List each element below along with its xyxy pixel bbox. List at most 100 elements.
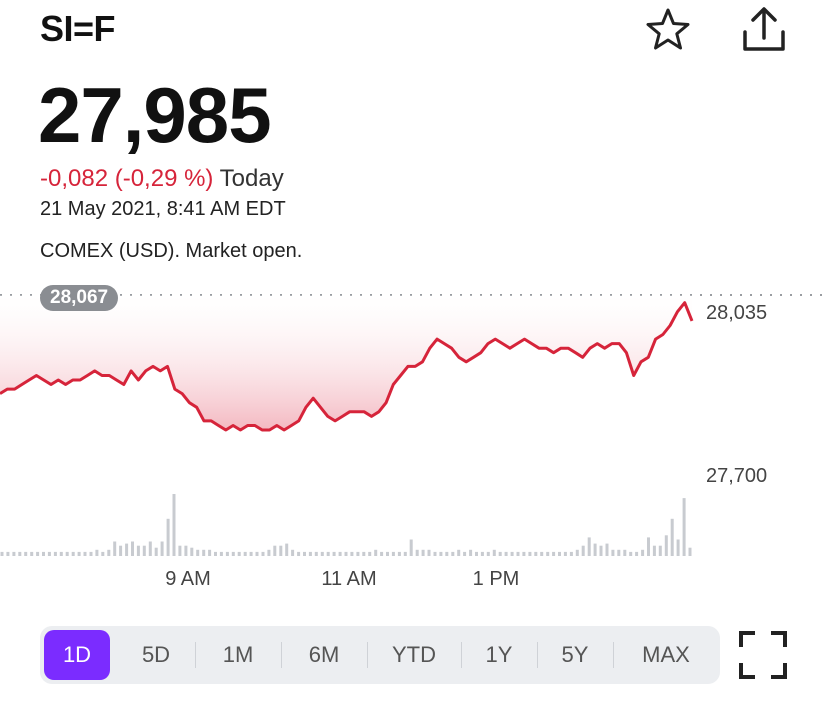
volume-bar bbox=[279, 545, 283, 556]
volume-bar bbox=[647, 537, 650, 556]
volume-bar bbox=[670, 518, 674, 556]
volume-bar bbox=[469, 549, 473, 556]
volume-bar bbox=[89, 551, 93, 556]
range-6m-button[interactable]: 6M bbox=[308, 642, 340, 667]
x-tick-label: 11 AM bbox=[321, 568, 377, 590]
volume-bar bbox=[131, 541, 134, 556]
range-1d-button[interactable]: 1D bbox=[44, 630, 110, 680]
volume-bar bbox=[427, 549, 431, 556]
share-icon[interactable] bbox=[738, 4, 790, 56]
volume-bar bbox=[611, 549, 615, 556]
range-1y-button[interactable]: 1Y bbox=[485, 642, 513, 667]
volume-bar bbox=[261, 551, 265, 556]
volume-bar bbox=[534, 551, 538, 556]
volume-bar bbox=[664, 535, 668, 556]
volume-bar bbox=[552, 551, 556, 556]
volume-bar bbox=[291, 549, 295, 556]
volume-bar bbox=[18, 551, 22, 556]
previous-close-badge: 28,067 bbox=[40, 285, 119, 311]
range-5y-button[interactable]: 5Y bbox=[561, 642, 589, 667]
x-tick-label: 1 PM bbox=[472, 568, 520, 590]
time-range-selector: 1D 5D 1M 6M YTD 1Y 5Y MAX bbox=[40, 626, 720, 684]
volume-bar bbox=[391, 551, 395, 556]
volume-bar bbox=[486, 551, 490, 556]
volume-bar bbox=[356, 551, 360, 556]
volume-bar bbox=[154, 547, 158, 556]
volume-bar bbox=[522, 551, 526, 556]
volume-bar bbox=[208, 549, 212, 556]
volume-bar bbox=[641, 549, 645, 556]
volume-bar bbox=[540, 551, 544, 556]
change-line: -0,082 (-0,29 %) Today bbox=[40, 165, 284, 193]
range-divider bbox=[281, 642, 282, 668]
volume-bar bbox=[71, 551, 75, 556]
volume-bar bbox=[47, 551, 51, 556]
volume-bar bbox=[380, 551, 384, 556]
volume-bar bbox=[119, 545, 123, 556]
volume-bar bbox=[249, 551, 253, 556]
volume-bar bbox=[480, 551, 484, 556]
volume-bar bbox=[635, 551, 639, 556]
volume-bar bbox=[285, 543, 289, 556]
volume-bar bbox=[623, 549, 627, 556]
volume-bar bbox=[492, 549, 496, 556]
volume-bar bbox=[308, 551, 312, 556]
volume-bar bbox=[178, 545, 182, 556]
volume-bar bbox=[166, 518, 170, 556]
range-divider bbox=[461, 642, 462, 668]
volume-bar bbox=[439, 551, 443, 556]
volume-bar bbox=[190, 547, 194, 556]
range-1m-button[interactable]: 1M bbox=[222, 642, 254, 667]
volume-bar bbox=[95, 549, 99, 556]
volume-bar bbox=[581, 545, 585, 556]
volume-bar bbox=[676, 539, 680, 556]
star-icon[interactable] bbox=[644, 6, 692, 54]
volume-bar bbox=[125, 543, 129, 556]
range-divider bbox=[537, 642, 538, 668]
volume-bar bbox=[652, 545, 656, 556]
range-5d-button[interactable]: 5D bbox=[141, 642, 171, 667]
volume-bar bbox=[445, 551, 449, 556]
range-divider bbox=[195, 642, 196, 668]
volume-bar bbox=[558, 551, 561, 556]
volume-bar bbox=[214, 551, 217, 556]
volume-bar bbox=[196, 549, 200, 556]
volume-bar bbox=[617, 549, 621, 556]
fullscreen-icon[interactable] bbox=[738, 630, 788, 680]
volume-bar bbox=[136, 545, 140, 556]
price-chart[interactable] bbox=[0, 280, 828, 560]
volume-bar bbox=[658, 545, 662, 556]
volume-bar bbox=[59, 551, 63, 556]
price-area bbox=[0, 295, 692, 430]
volume-bar bbox=[332, 551, 336, 556]
volume-bar bbox=[451, 551, 455, 556]
volume-bar bbox=[421, 549, 425, 556]
range-max-button[interactable]: MAX bbox=[642, 642, 690, 667]
volume-bar bbox=[326, 551, 330, 556]
volume-bar bbox=[107, 549, 111, 556]
volume-bar bbox=[77, 551, 81, 556]
volume-bar bbox=[267, 549, 271, 556]
volume-bar bbox=[184, 545, 188, 556]
volume-bar bbox=[303, 551, 306, 556]
volume-bar bbox=[457, 549, 461, 556]
volume-bar bbox=[350, 551, 354, 556]
volume-bar bbox=[42, 551, 45, 556]
volume-bar bbox=[30, 551, 34, 556]
range-divider bbox=[367, 642, 368, 668]
volume-bar bbox=[516, 551, 520, 556]
volume-bars bbox=[0, 494, 692, 556]
range-ytd-button[interactable]: YTD bbox=[392, 642, 436, 667]
volume-bar bbox=[463, 551, 467, 556]
market-status: COMEX (USD). Market open. bbox=[40, 240, 303, 262]
volume-bar bbox=[237, 551, 241, 556]
volume-bar bbox=[587, 537, 591, 556]
volume-bar bbox=[314, 551, 318, 556]
change-period: Today bbox=[219, 165, 284, 192]
ticker-symbol: SI=F bbox=[40, 8, 116, 49]
volume-bar bbox=[83, 551, 87, 556]
volume-bar bbox=[65, 551, 69, 556]
y-tick-label: 27,700 bbox=[706, 465, 768, 487]
volume-bar bbox=[36, 551, 40, 556]
volume-bar bbox=[409, 539, 413, 556]
